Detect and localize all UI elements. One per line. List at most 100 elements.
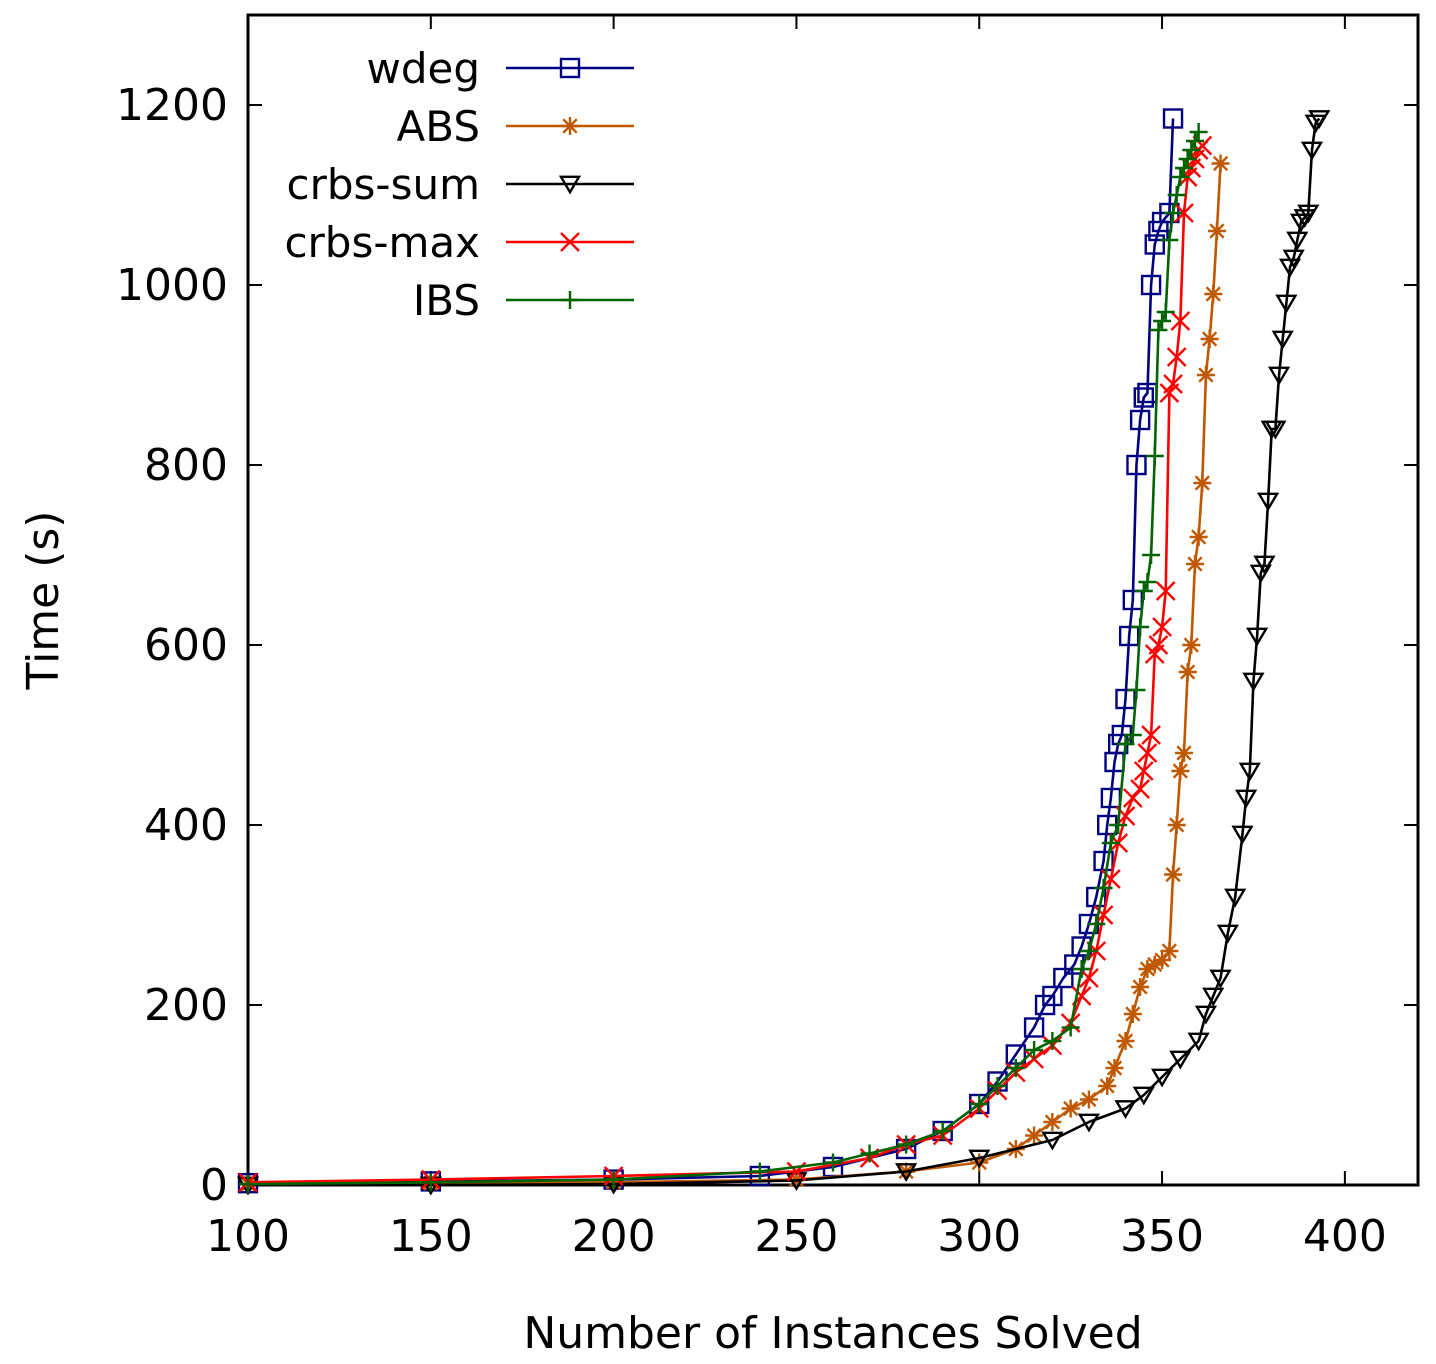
data-point-crbs-max-stroke <box>1152 617 1172 637</box>
data-point-ibs <box>604 1170 623 1189</box>
data-point-crbs-max-stroke <box>1148 635 1169 655</box>
y-tick-label: 400 <box>144 800 228 851</box>
data-point-crbs-max-stroke <box>1141 725 1161 745</box>
data-point-crbs-sum <box>1256 492 1280 512</box>
data-point-ibs <box>1149 321 1168 339</box>
data-point-crbs-sum <box>1150 1068 1174 1088</box>
data-point-abs-stroke <box>1180 664 1196 680</box>
legend-marker-ibs <box>561 291 579 309</box>
data-point-abs <box>1164 865 1183 884</box>
data-point-ibs <box>1116 735 1135 753</box>
data-point-crbs-max-stroke <box>1137 743 1158 763</box>
legend-item-crbs-sum: crbs-sum <box>287 160 634 209</box>
data-point-abs-stroke <box>1201 331 1218 347</box>
y-axis-title: Time (s) <box>18 511 69 691</box>
data-point-ibs <box>239 1175 257 1194</box>
data-point-abs <box>1182 636 1201 654</box>
data-point-crbs-max <box>1148 635 1169 655</box>
data-point-wdeg <box>1053 967 1074 989</box>
legend-item-abs: ABS <box>397 102 634 151</box>
data-point-crbs-sum <box>1297 204 1320 224</box>
legend-marker-crbs-sum <box>558 175 582 195</box>
x-tick-label: 350 <box>1120 1211 1204 1262</box>
data-point-ibs <box>1127 681 1146 699</box>
y-tick-label: 1000 <box>116 260 228 311</box>
data-point-ibs <box>1134 582 1153 600</box>
data-point-abs <box>1131 978 1150 996</box>
data-point-crbs-sum <box>1308 110 1331 129</box>
data-point-ibs <box>1094 879 1113 897</box>
data-point-ibs <box>1171 168 1190 186</box>
data-point-crbs-sum <box>1202 987 1225 1007</box>
data-point-crbs-max-stroke <box>1166 347 1187 367</box>
x-tick-label: 150 <box>389 1211 473 1262</box>
x-tick-label: 400 <box>1303 1211 1387 1262</box>
data-point-crbs-sum <box>1077 1113 1101 1133</box>
data-point-abs-stroke <box>1117 1033 1134 1049</box>
data-point-crbs-max-stroke <box>1130 779 1150 799</box>
legend-label-abs: ABS <box>397 102 480 151</box>
data-point-abs-stroke <box>1169 817 1185 833</box>
data-point-abs-stroke <box>1161 943 1177 959</box>
data-point-crbs-sum <box>1253 555 1276 575</box>
data-point-abs <box>1105 1059 1124 1077</box>
data-point-abs-stroke <box>1026 1127 1042 1144</box>
data-point-crbs-max-stroke <box>1163 374 1183 394</box>
y-tick-label: 600 <box>144 620 228 671</box>
legend-label-crbs-sum: crbs-sum <box>287 160 480 209</box>
data-point-abs <box>1098 1077 1117 1095</box>
legend-marker-wdeg <box>559 57 581 79</box>
data-point-ibs <box>1164 204 1183 222</box>
data-point-crbs-sum <box>1224 888 1247 908</box>
data-point-ibs <box>421 1173 440 1192</box>
plot-frame <box>246 13 1420 1187</box>
data-point-abs <box>1043 1113 1062 1131</box>
data-point-abs <box>1204 285 1223 303</box>
data-point-crbs-max <box>1130 779 1150 799</box>
data-point-ibs <box>1025 1041 1044 1059</box>
data-point-ibs <box>1182 141 1201 159</box>
data-point-wdeg <box>1144 234 1165 255</box>
y-tick-label: 200 <box>144 980 228 1031</box>
data-point-abs-stroke <box>1191 529 1207 545</box>
data-point-abs-stroke <box>1081 1091 1097 1108</box>
data-point-crbs-max <box>1155 581 1176 601</box>
legend-item-crbs-max: crbs-max <box>284 218 634 267</box>
x-tick-label: 200 <box>572 1211 656 1262</box>
data-point-wdeg <box>1042 985 1063 1007</box>
data-point-ibs <box>1160 231 1179 249</box>
data-point-ibs <box>750 1162 769 1181</box>
data-point-crbs-max-stroke <box>1155 581 1176 601</box>
legend-marker-crbs-max-stroke <box>560 232 580 252</box>
data-point-crbs-sum <box>1300 141 1324 161</box>
data-point-abs-stroke <box>1125 1006 1141 1022</box>
data-point-ibs <box>933 1122 952 1140</box>
data-point-abs <box>1175 744 1193 762</box>
data-point-abs-stroke <box>1205 286 1221 302</box>
y-tick-label: 0 <box>200 1160 228 1211</box>
data-point-ibs <box>988 1077 1007 1095</box>
data-point-crbs-sum <box>1209 969 1232 989</box>
data-point-crbs-max <box>1163 374 1183 394</box>
data-point-abs-stroke <box>1187 556 1203 572</box>
legend: wdeg ABS crbs-sum crbs-max IBS <box>284 44 634 325</box>
data-point-crbs-max <box>1141 725 1161 745</box>
legend-item-ibs: IBS <box>413 276 634 325</box>
series-ibs <box>239 123 1208 1194</box>
data-point-crbs-max-stroke <box>1133 761 1154 781</box>
data-point-crbs-sum <box>1246 627 1269 647</box>
data-point-ibs <box>860 1144 879 1163</box>
data-point-ibs <box>1178 150 1197 168</box>
data-point-abs <box>1061 1099 1080 1118</box>
data-point-ibs <box>1142 546 1161 564</box>
data-point-abs-stroke <box>1198 367 1214 383</box>
data-point-crbs-sum <box>1267 366 1291 386</box>
data-point-abs <box>1167 816 1186 834</box>
data-point-crbs-max-stroke <box>1079 968 1099 988</box>
data-point-crbs-max-stroke <box>1192 135 1213 156</box>
data-point-abs <box>1185 555 1204 573</box>
data-point-ibs <box>1175 159 1193 177</box>
